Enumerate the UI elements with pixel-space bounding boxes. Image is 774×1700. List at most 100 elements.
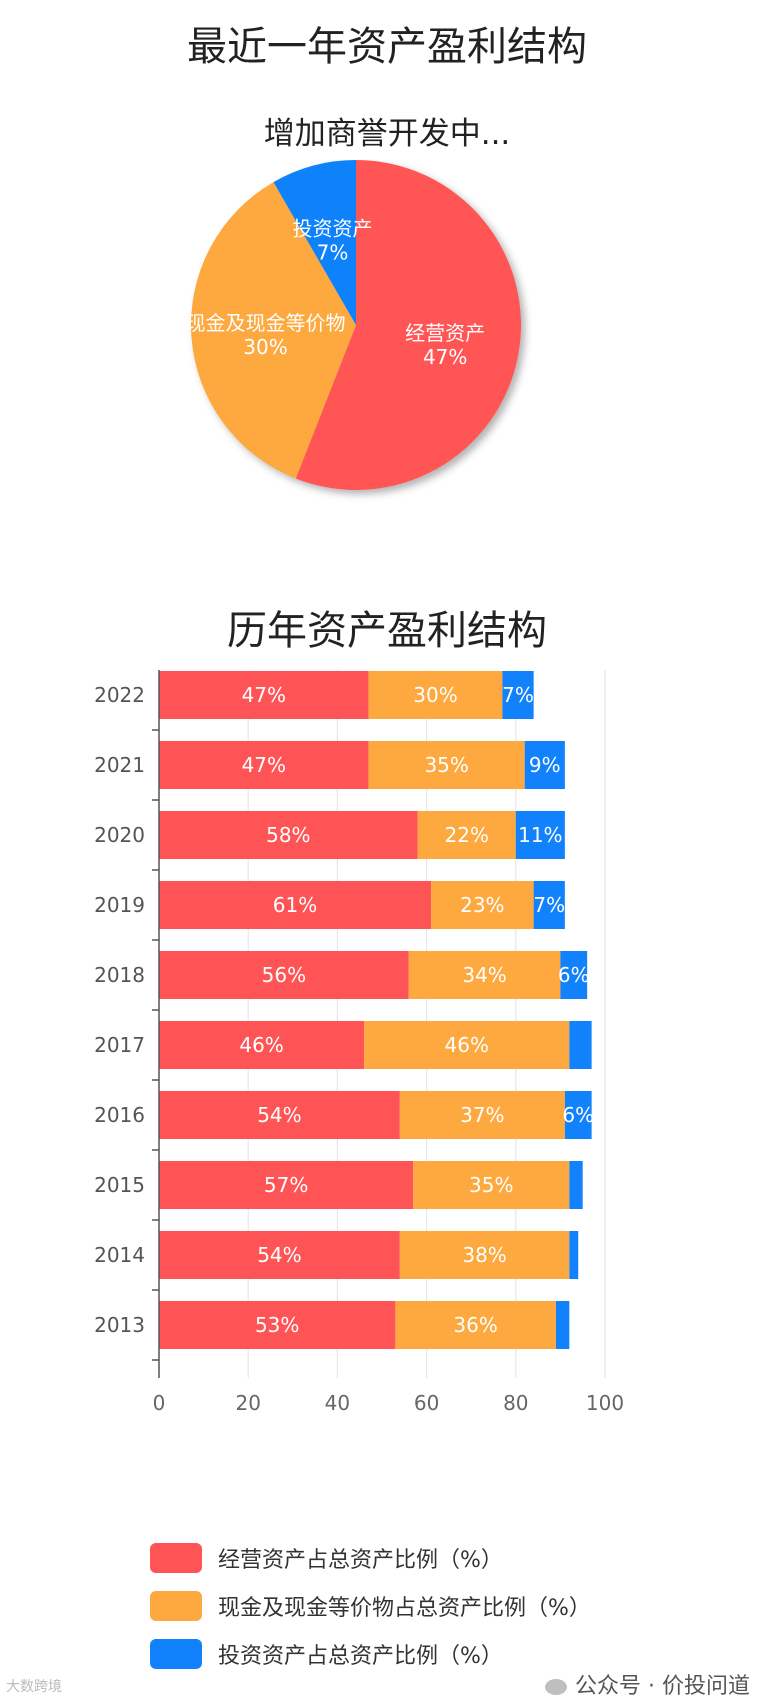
bar-data-label: 11%	[518, 823, 562, 847]
pie-slice[interactable]	[295, 160, 521, 490]
pie-slice-label: 经营资产	[405, 321, 485, 345]
bar-segment[interactable]	[569, 1231, 579, 1279]
bar-segment[interactable]	[431, 881, 534, 929]
pie-chart-title: 最近一年资产盈利结构	[187, 24, 587, 70]
legend-swatch-operating	[150, 1543, 202, 1573]
bar-data-label: 35%	[469, 1173, 513, 1197]
bar-segment[interactable]	[569, 1021, 592, 1069]
bar-segment[interactable]	[515, 811, 565, 859]
bar-data-label: 54%	[257, 1103, 301, 1127]
y-category-label: 2015	[94, 1173, 145, 1197]
pie-slice-value: 47%	[423, 345, 467, 369]
x-tick-label: 60	[414, 1391, 439, 1415]
bar-segment[interactable]	[395, 1301, 556, 1349]
bar-data-label: 46%	[445, 1033, 489, 1057]
bar-segment[interactable]	[564, 1091, 592, 1139]
bar-segment[interactable]	[533, 881, 565, 929]
y-category-label: 2016	[94, 1103, 145, 1127]
bar-segment[interactable]	[368, 671, 503, 719]
legend-item[interactable]: 投资资产占总资产比例（%）	[150, 1636, 591, 1672]
y-category-label: 2013	[94, 1313, 145, 1337]
legend-label: 经营资产占总资产比例（%）	[218, 1548, 503, 1573]
bar-chart: 47% 30% 7% 47% 35% 9% 58% 22% 11% 61% 23% 7% 56% 34% 6…	[94, 670, 624, 1415]
bar-segment[interactable]	[159, 811, 418, 859]
bar-segment[interactable]	[413, 1161, 570, 1209]
x-tick-label: 20	[235, 1391, 260, 1415]
pie-slice-label: 投资资产	[293, 216, 373, 240]
pie-slice-label: 现金及现金等价物	[186, 311, 346, 335]
bar-segment[interactable]	[159, 741, 369, 789]
bar-data-label: 37%	[460, 1103, 504, 1127]
bar-data-label: 46%	[239, 1033, 283, 1057]
bar-data-label: 23%	[460, 893, 504, 917]
y-category-label: 2022	[94, 683, 145, 707]
bar-segment[interactable]	[159, 1161, 414, 1209]
bar-segment[interactable]	[368, 741, 525, 789]
bar-segment[interactable]	[417, 811, 516, 859]
bar-segment[interactable]	[364, 1021, 570, 1069]
bar-data-label: 6%	[558, 963, 590, 987]
x-tick-label: 100	[586, 1391, 624, 1415]
x-tick-label: 80	[503, 1391, 528, 1415]
bar-data-label: 22%	[445, 823, 489, 847]
pie-slice-value: 7%	[317, 240, 349, 264]
watermark-right-text: 公众号 · 价投问道	[575, 1674, 750, 1699]
bar-data-label: 61%	[273, 893, 317, 917]
bar-data-label: 47%	[242, 683, 286, 707]
bar-segment[interactable]	[159, 881, 432, 929]
bar-segment[interactable]	[569, 1161, 583, 1209]
bar-data-label: 6%	[562, 1103, 594, 1127]
pie-slice-value: 30%	[243, 335, 287, 359]
bar-data-label: 7%	[533, 893, 565, 917]
bar-data-label: 38%	[462, 1243, 506, 1267]
x-tick-label: 0	[153, 1391, 166, 1415]
y-category-label: 2014	[94, 1243, 145, 1267]
y-category-label: 2018	[94, 963, 145, 987]
bar-data-label: 54%	[257, 1243, 301, 1267]
legend-label: 投资资产占总资产比例（%）	[218, 1644, 503, 1669]
pie-slice[interactable]	[190, 182, 356, 479]
bar-data-label: 30%	[413, 683, 457, 707]
bar-data-label: 36%	[453, 1313, 497, 1337]
bar-data-label: 58%	[266, 823, 310, 847]
bar-segment[interactable]	[399, 1091, 565, 1139]
bar-data-label: 34%	[462, 963, 506, 987]
bar-data-label: 53%	[255, 1313, 299, 1337]
bar-data-label: 35%	[424, 753, 468, 777]
bar-segment[interactable]	[524, 741, 565, 789]
watermark-right: 公众号 · 价投问道	[545, 1668, 750, 1700]
bar-segment[interactable]	[159, 671, 369, 719]
bar-data-label: 7%	[502, 683, 534, 707]
bar-segment[interactable]	[408, 951, 561, 999]
bar-data-label: 47%	[242, 753, 286, 777]
bar-data-label: 56%	[262, 963, 306, 987]
bar-segment[interactable]	[399, 1231, 570, 1279]
bar-data-label: 57%	[264, 1173, 308, 1197]
bar-segment[interactable]	[560, 951, 588, 999]
legend-swatch-investment	[150, 1639, 202, 1669]
y-category-label: 2021	[94, 753, 145, 777]
legend: 经营资产占总资产比例（%） 现金及现金等价物占总资产比例（%） 投资资产占总资产…	[150, 1540, 591, 1684]
bar-chart-title: 历年资产盈利结构	[227, 608, 547, 654]
legend-swatch-cash	[150, 1591, 202, 1621]
legend-item[interactable]: 现金及现金等价物占总资产比例（%）	[150, 1588, 591, 1624]
y-category-label: 2020	[94, 823, 145, 847]
bar-segment[interactable]	[159, 1091, 400, 1139]
y-category-label: 2019	[94, 893, 145, 917]
y-category-label: 2017	[94, 1033, 145, 1057]
bar-segment[interactable]	[159, 1301, 396, 1349]
x-tick-label: 40	[325, 1391, 350, 1415]
bar-data-label: 9%	[529, 753, 561, 777]
pie-chart-subtitle: 增加商誉开发中...	[263, 116, 511, 152]
bar-segment[interactable]	[159, 1231, 400, 1279]
wechat-icon	[545, 1679, 568, 1695]
bar-segment[interactable]	[502, 671, 534, 719]
bar-segment[interactable]	[159, 1021, 365, 1069]
legend-item[interactable]: 经营资产占总资产比例（%）	[150, 1540, 591, 1576]
bar-segment[interactable]	[159, 951, 409, 999]
bar-segment[interactable]	[555, 1301, 570, 1349]
legend-label: 现金及现金等价物占总资产比例（%）	[218, 1596, 591, 1621]
pie-slice[interactable]	[273, 160, 357, 325]
watermark-left: 大数跨境	[6, 1679, 62, 1695]
